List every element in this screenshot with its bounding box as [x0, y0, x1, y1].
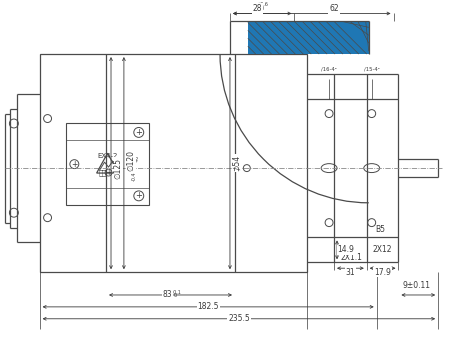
Text: 9±0.11: 9±0.11: [402, 281, 430, 290]
Text: +0.6: +0.6: [257, 2, 269, 7]
Text: +0: +0: [134, 154, 140, 162]
Bar: [40, 54, 307, 272]
Text: 83: 83: [163, 290, 172, 299]
Text: ∅125: ∅125: [113, 158, 122, 178]
Bar: [67, 123, 148, 205]
Text: 31: 31: [346, 268, 355, 277]
Text: 28: 28: [253, 4, 262, 13]
Text: 62: 62: [329, 4, 339, 13]
Text: +: +: [135, 191, 142, 200]
Text: ∅120: ∅120: [126, 150, 135, 171]
Text: +: +: [135, 128, 142, 137]
Text: B5: B5: [376, 225, 386, 234]
Text: ∕16-4²: ∕16-4²: [321, 67, 337, 71]
Text: ⊅54: ⊅54: [232, 155, 241, 171]
Text: 车用: 车用: [112, 169, 121, 176]
Text: EX4-2: EX4-2: [97, 153, 118, 159]
Text: 14.9: 14.9: [338, 245, 354, 255]
Text: 0: 0: [261, 6, 264, 11]
Text: +0.1: +0.1: [170, 290, 181, 294]
Text: 电动: 电动: [99, 169, 107, 176]
Text: +: +: [71, 160, 77, 169]
Text: ∕15-4²: ∕15-4²: [364, 67, 380, 71]
Text: 182.5: 182.5: [198, 303, 219, 311]
Text: 0: 0: [174, 293, 177, 298]
Text: 2X12: 2X12: [373, 245, 392, 255]
Text: -0.4: -0.4: [131, 171, 136, 181]
Text: 17.9: 17.9: [374, 268, 391, 277]
Text: +: +: [105, 168, 112, 177]
Text: 2X1.1: 2X1.1: [341, 253, 363, 262]
Text: 235.5: 235.5: [228, 314, 250, 323]
Bar: [248, 21, 369, 54]
